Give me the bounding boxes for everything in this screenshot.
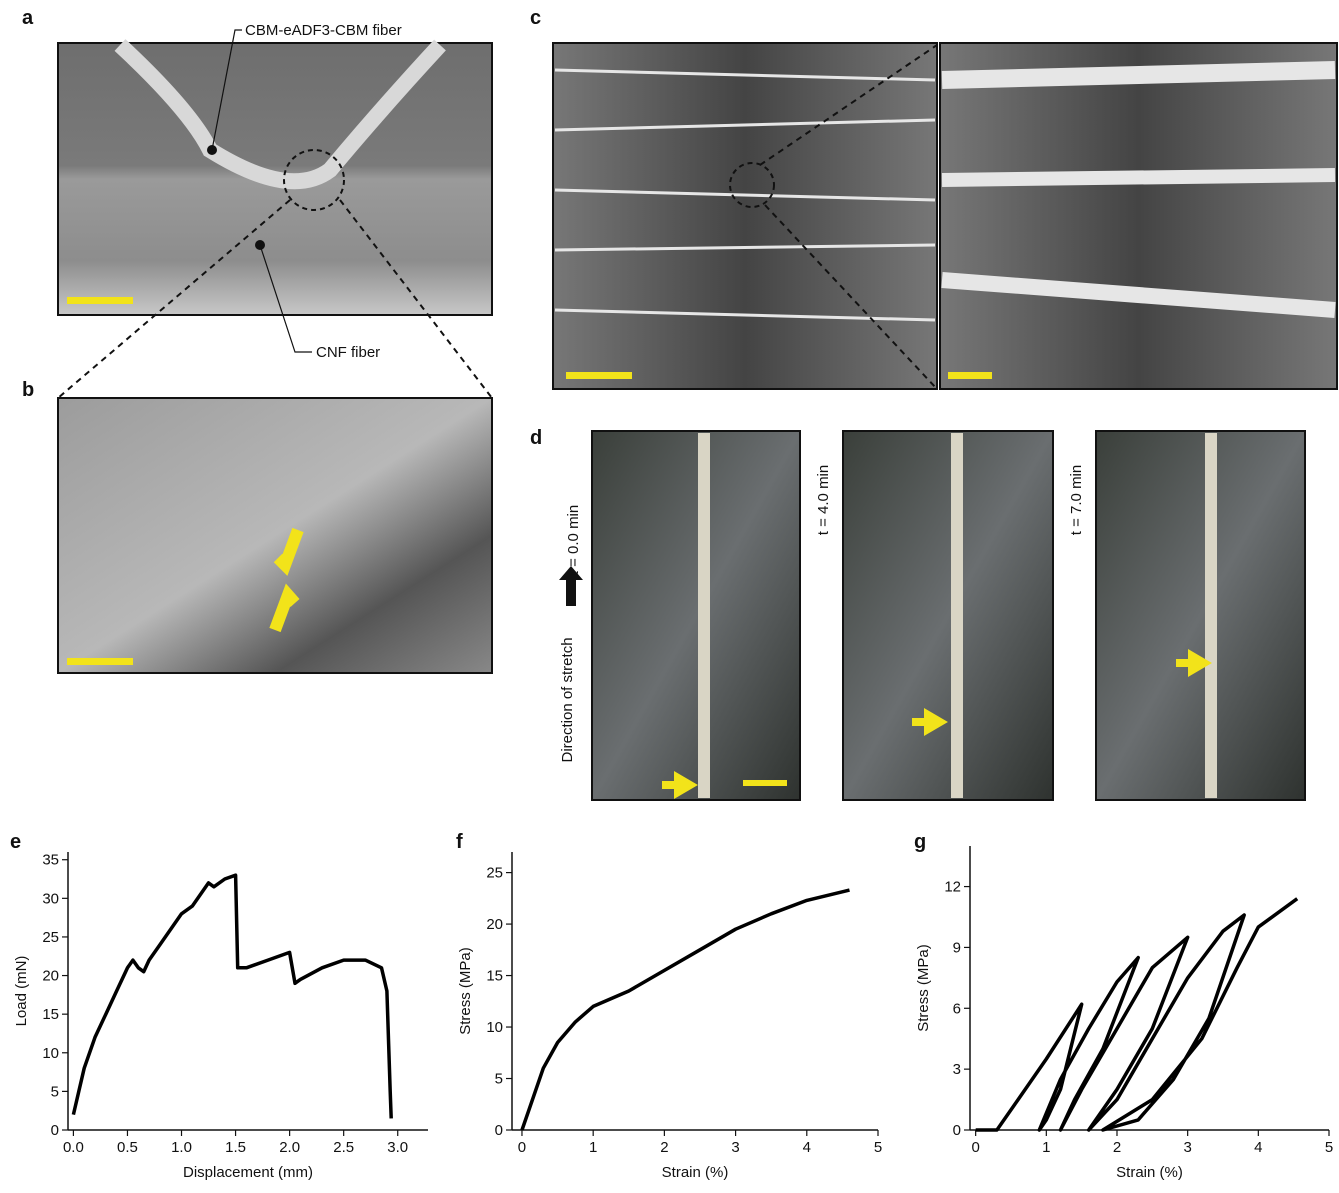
stretch-label: Direction of stretch [559, 637, 576, 762]
annotation: CBM-eADF3-CBM fiber [245, 22, 402, 39]
x-tick-label: 2.5 [333, 1139, 354, 1156]
x-tick-label: 1 [1042, 1139, 1050, 1156]
x-tick-label: 2 [1113, 1139, 1121, 1156]
y-tick-label: 30 [42, 890, 59, 907]
y-tick-label: 20 [486, 916, 503, 933]
y-tick-label: 0 [51, 1122, 59, 1139]
y-tick-label: 12 [944, 879, 961, 896]
annotation: CNF fiber [316, 344, 380, 361]
y-tick-label: 5 [51, 1083, 59, 1100]
time-label: t = 0.0 min [565, 505, 582, 575]
x-tick-label: 0 [518, 1139, 526, 1156]
x-tick-label: 1 [589, 1139, 597, 1156]
y-tick-label: 15 [486, 968, 503, 985]
photo-panels [559, 430, 1306, 801]
scale-bar [948, 372, 992, 379]
arrow [912, 708, 948, 736]
x-tick-label: 4 [803, 1139, 811, 1156]
sem-image-c2 [939, 42, 1338, 390]
zoom-line [764, 204, 938, 390]
x-tick-label: 0.5 [117, 1139, 138, 1156]
photo [1095, 430, 1306, 801]
panel-label: f [456, 831, 463, 853]
x-tick-label: 2.0 [279, 1139, 300, 1156]
zoom-circle [729, 162, 775, 208]
data-line [520, 888, 850, 1131]
zoom-line [57, 199, 291, 399]
x-tick-label: 0.0 [63, 1139, 84, 1156]
y-axis-label: Stress (MPa) [915, 944, 932, 1032]
scale-bar [743, 780, 787, 786]
panel-images [57, 29, 1338, 801]
y-tick-label: 0 [953, 1122, 961, 1139]
panel-label: d [530, 427, 542, 449]
fiber-lines [554, 61, 1336, 322]
x-tick-label: 0 [971, 1139, 979, 1156]
panel-label: e [10, 831, 21, 853]
y-tick-label: 35 [42, 852, 59, 869]
pointer-line [211, 29, 242, 151]
scale-bar [67, 658, 133, 665]
strip [951, 433, 963, 798]
y-tick-label: 9 [953, 939, 961, 956]
x-tick-label: 3.0 [387, 1139, 408, 1156]
x-tick-label: 4 [1254, 1139, 1262, 1156]
x-tick-label: 3 [1183, 1139, 1191, 1156]
strip [698, 433, 710, 798]
y-axis-label: Load (mN) [13, 956, 30, 1027]
arrow [1176, 649, 1212, 677]
zoom-line [339, 199, 493, 399]
y-tick-label: 6 [953, 1000, 961, 1017]
x-tick-label: 1.0 [171, 1139, 192, 1156]
y-axis-label: Stress (MPa) [457, 947, 474, 1035]
data-line [975, 897, 1299, 1132]
y-tick-label: 0 [495, 1122, 503, 1139]
x-tick-label: 1.5 [225, 1139, 246, 1156]
time-label: t = 7.0 min [1068, 465, 1085, 535]
x-axis-label: Strain (%) [662, 1164, 729, 1181]
panel-label: a [22, 7, 34, 29]
pointer-line [259, 244, 312, 353]
x-axis-label: Strain (%) [1116, 1164, 1183, 1181]
zoom-line [759, 44, 938, 166]
y-tick-label: 20 [42, 968, 59, 985]
y-tick-label: 10 [42, 1045, 59, 1062]
y-tick-label: 15 [42, 1006, 59, 1023]
data-line [71, 873, 393, 1119]
panel-label: g [914, 831, 926, 853]
sem-image-b [57, 397, 493, 674]
y-tick-label: 10 [486, 1019, 503, 1036]
time-label: t = 4.0 min [815, 465, 832, 535]
photo [842, 430, 1054, 801]
panel-label: b [22, 379, 34, 401]
stretch-arrow [559, 566, 583, 606]
y-tick-label: 25 [42, 929, 59, 946]
x-axis-label: Displacement (mm) [183, 1164, 313, 1181]
x-tick-label: 3 [731, 1139, 739, 1156]
y-tick-label: 25 [486, 865, 503, 882]
zoom-circle [283, 149, 345, 211]
x-tick-label: 5 [874, 1139, 882, 1156]
scale-bar [67, 297, 133, 304]
y-tick-label: 3 [953, 1061, 961, 1078]
strip [1205, 433, 1217, 798]
sem-image-c1 [552, 42, 938, 390]
arrow [662, 771, 698, 799]
y-tick-label: 5 [495, 1071, 503, 1088]
x-tick-label: 2 [660, 1139, 668, 1156]
x-tick-label: 5 [1325, 1139, 1333, 1156]
arrows [269, 527, 304, 633]
panel-label: c [530, 7, 541, 29]
photo [591, 430, 801, 801]
scale-bar [566, 372, 632, 379]
